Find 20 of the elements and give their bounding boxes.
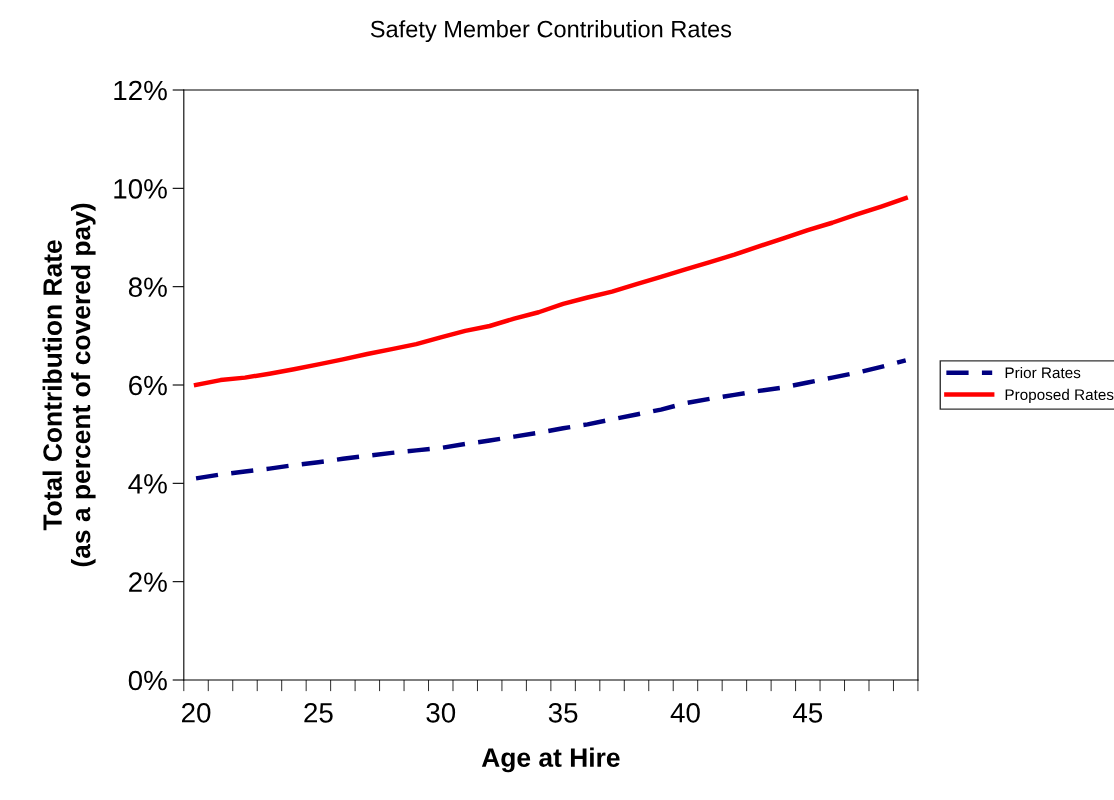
- x-tick-label: 30: [426, 702, 456, 723]
- y-tick-label: 0%: [128, 670, 167, 691]
- y-tick-label: 6%: [129, 375, 167, 396]
- y-axis-title: Total Contribution Rate (as a percent of covered pay): [42, 203, 96, 567]
- chart-title: Safety Member Contribution Rates: [370, 20, 732, 43]
- x-tick-label: 40: [670, 702, 700, 723]
- y-tick-label: 12%: [114, 80, 167, 101]
- legend-label: Proposed Rates: [1005, 388, 1114, 404]
- x-axis-title: Age at Hire: [481, 747, 620, 773]
- legend-label: Prior Rates: [1005, 366, 1081, 379]
- x-tick-label: 45: [793, 703, 823, 723]
- line-series: [193, 195, 908, 388]
- x-tick-label: 25: [304, 702, 333, 723]
- x-tick-label: 35: [548, 702, 578, 723]
- line-series: [193, 358, 908, 481]
- y-tick-label: 2%: [129, 572, 167, 592]
- y-tick-label: 4%: [128, 474, 167, 494]
- y-tick-label: 8%: [128, 277, 167, 298]
- y-tick-label: 10%: [114, 179, 167, 199]
- x-tick-label: 20: [182, 702, 211, 723]
